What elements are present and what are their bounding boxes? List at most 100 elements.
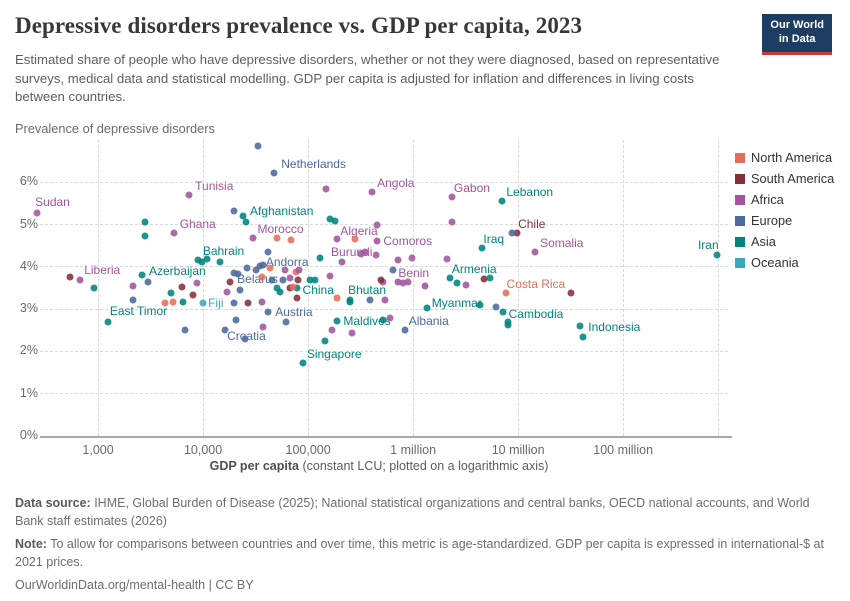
data-point-angola[interactable]	[368, 188, 376, 196]
data-point[interactable]	[259, 323, 267, 331]
data-point[interactable]	[259, 261, 267, 269]
data-point[interactable]	[258, 298, 266, 306]
legend-item-oceania[interactable]: Oceania	[735, 252, 834, 273]
data-point-somalia[interactable]	[531, 248, 539, 256]
data-point-sudan[interactable]	[33, 209, 41, 217]
data-point[interactable]	[421, 282, 429, 290]
data-point[interactable]	[453, 279, 461, 286]
data-point[interactable]	[252, 266, 260, 274]
data-point[interactable]	[289, 283, 297, 291]
data-point[interactable]	[281, 266, 289, 274]
data-point[interactable]	[266, 264, 274, 272]
data-point[interactable]	[193, 279, 201, 286]
data-point[interactable]	[348, 329, 356, 337]
data-point[interactable]	[504, 321, 512, 329]
data-point[interactable]	[408, 254, 416, 262]
data-point-armenia[interactable]	[446, 274, 454, 282]
data-point-fiji[interactable]	[199, 299, 207, 307]
data-point-azerbaijan[interactable]	[138, 271, 146, 279]
data-point[interactable]	[331, 217, 339, 225]
data-point[interactable]	[338, 258, 346, 266]
data-point[interactable]	[268, 276, 276, 284]
data-point[interactable]	[346, 298, 354, 306]
data-point[interactable]	[161, 299, 169, 307]
data-point-albania[interactable]	[401, 326, 409, 334]
data-point-afghanistan[interactable]	[239, 212, 247, 220]
data-point[interactable]	[141, 232, 149, 240]
data-point-myanmar[interactable]	[423, 304, 431, 312]
legend-item-south-america[interactable]: South America	[735, 168, 834, 189]
data-point[interactable]	[273, 234, 281, 242]
data-point[interactable]	[379, 316, 387, 324]
data-point[interactable]	[286, 274, 294, 282]
data-point-burundi[interactable]	[372, 251, 380, 259]
data-point-croatia[interactable]	[221, 326, 229, 334]
data-point[interactable]	[366, 296, 374, 304]
data-point[interactable]	[236, 286, 244, 294]
data-point-indonesia[interactable]	[579, 333, 587, 341]
data-point[interactable]	[443, 255, 451, 263]
data-point[interactable]	[351, 235, 359, 243]
data-point[interactable]	[386, 314, 394, 322]
data-point[interactable]	[295, 266, 303, 274]
data-point[interactable]	[361, 248, 369, 256]
data-point[interactable]	[357, 250, 365, 258]
data-point[interactable]	[322, 185, 330, 193]
data-point[interactable]	[244, 299, 252, 307]
data-point[interactable]	[567, 289, 575, 297]
data-point-benin[interactable]	[394, 278, 402, 286]
data-point[interactable]	[381, 296, 389, 304]
data-point[interactable]	[230, 269, 238, 277]
data-point[interactable]	[230, 299, 238, 307]
data-point[interactable]	[230, 207, 238, 215]
data-point-algeria[interactable]	[333, 235, 341, 243]
data-point[interactable]	[273, 284, 281, 292]
data-point[interactable]	[306, 276, 314, 284]
data-point[interactable]	[129, 282, 137, 290]
data-point[interactable]	[242, 218, 250, 226]
data-point-tunisia[interactable]	[185, 191, 193, 199]
data-point[interactable]	[448, 218, 456, 226]
data-point[interactable]	[399, 279, 407, 286]
data-point[interactable]	[293, 294, 301, 302]
data-point[interactable]	[264, 248, 272, 256]
data-point-chile[interactable]	[513, 229, 521, 237]
data-point[interactable]	[226, 278, 234, 286]
data-point[interactable]	[181, 326, 189, 334]
data-point-iraq[interactable]	[478, 244, 486, 252]
data-point[interactable]	[66, 273, 74, 281]
data-point[interactable]	[282, 318, 290, 326]
data-point[interactable]	[373, 221, 381, 229]
data-point[interactable]	[394, 256, 402, 264]
data-point[interactable]	[276, 288, 284, 296]
data-point[interactable]	[169, 298, 177, 306]
data-point[interactable]	[311, 276, 319, 284]
data-point[interactable]	[576, 322, 584, 330]
data-point[interactable]	[90, 284, 98, 292]
data-point-liberia[interactable]	[76, 276, 84, 284]
data-point[interactable]	[404, 278, 412, 286]
data-point[interactable]	[223, 288, 231, 296]
data-point[interactable]	[326, 215, 334, 223]
data-point[interactable]	[167, 289, 175, 297]
data-point[interactable]	[198, 258, 206, 266]
data-point-east-timor[interactable]	[104, 318, 112, 326]
data-point[interactable]	[486, 274, 494, 282]
data-point-bahrain[interactable]	[194, 256, 202, 264]
data-point[interactable]	[179, 298, 187, 306]
legend-item-africa[interactable]: Africa	[735, 189, 834, 210]
data-point-austria[interactable]	[264, 308, 272, 316]
data-point[interactable]	[294, 276, 302, 284]
data-point[interactable]	[333, 294, 341, 302]
legend-item-europe[interactable]: Europe	[735, 210, 834, 231]
data-point[interactable]	[258, 273, 266, 281]
data-point[interactable]	[203, 255, 211, 263]
data-point[interactable]	[316, 254, 324, 262]
data-point[interactable]	[141, 218, 149, 226]
data-point-costa-rica[interactable]	[502, 289, 510, 297]
data-point[interactable]	[241, 335, 249, 343]
data-point[interactable]	[508, 229, 516, 237]
data-point[interactable]	[462, 281, 470, 289]
legend-item-asia[interactable]: Asia	[735, 231, 834, 252]
data-point[interactable]	[328, 326, 336, 334]
